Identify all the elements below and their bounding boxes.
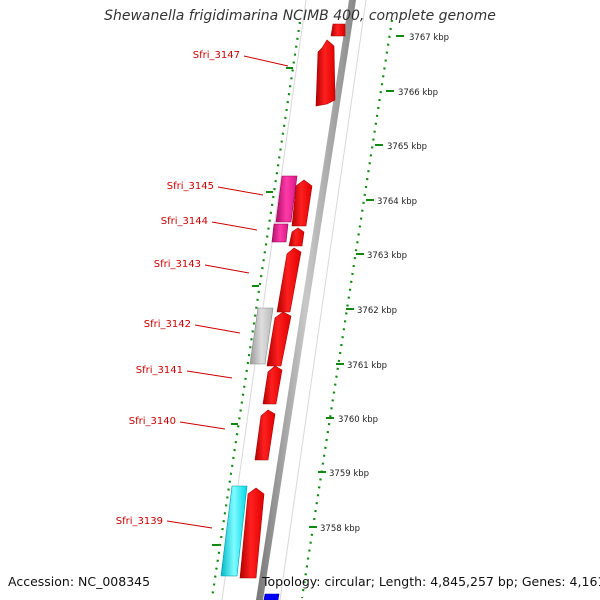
gene-arrow-sfri-3145[interactable] — [291, 179, 313, 227]
gene-label-sfri-3142: Sfri_3142 — [144, 319, 191, 330]
gene-arrow-sfri-3142-forward[interactable] — [266, 311, 292, 367]
leader-line-sfri-3141 — [186, 370, 233, 379]
label-leader-lines — [166, 55, 289, 529]
tick-label-3758: 3758 kbp — [320, 524, 360, 534]
scale-tick-labels: 3767 kbp 3766 kbp 3765 kbp 3764 kbp 3763… — [320, 33, 449, 534]
leader-line-sfri-3145 — [217, 186, 264, 196]
gene-label-sfri-3141: Sfri_3141 — [136, 365, 183, 376]
gene-arrow-top-partial[interactable] — [330, 23, 346, 37]
gene-label-sfri-3144: Sfri_3144 — [161, 216, 208, 227]
gene-label-sfri-3147: Sfri_3147 — [193, 50, 240, 61]
leader-line-sfri-3147 — [243, 55, 289, 67]
gene-box-magenta-large[interactable] — [275, 175, 298, 223]
gene-box-gray[interactable] — [249, 307, 274, 365]
gene-label-sfri-3139: Sfri_3139 — [116, 516, 163, 527]
tick-label-3765: 3765 kbp — [387, 142, 427, 152]
gene-arrow-sfri-3140[interactable] — [254, 409, 276, 461]
gene-arrow-sfri-3143[interactable] — [276, 247, 302, 313]
gene-label-sfri-3140: Sfri_3140 — [129, 416, 176, 427]
leader-line-sfri-3143 — [204, 264, 250, 274]
gene-arrow-sfri-3141[interactable] — [262, 365, 283, 405]
gene-arrow-sfri-3147[interactable] — [315, 39, 336, 107]
dotted-track-layer — [210, 19, 394, 599]
backbone-strand — [256, 0, 356, 600]
gene-labels: Sfri_3147 Sfri_3145 Sfri_3144 Sfri_3143 … — [116, 50, 240, 527]
scale-ticks — [212, 35, 404, 546]
tick-label-3763: 3763 kbp — [367, 251, 407, 261]
tick-label-3766: 3766 kbp — [398, 88, 438, 98]
dotted-track-inner — [300, 19, 394, 599]
reverse-genes — [220, 175, 298, 600]
tick-label-3759: 3759 kbp — [329, 469, 369, 479]
gene-track-right-border — [279, 0, 367, 600]
gene-box-magenta-small[interactable] — [271, 223, 289, 243]
tick-label-3764: 3764 kbp — [377, 197, 417, 207]
forward-genes — [239, 23, 346, 579]
leader-line-sfri-3139 — [166, 520, 213, 529]
leader-line-sfri-3140 — [179, 421, 226, 430]
gene-box-cyan[interactable] — [220, 485, 248, 577]
gene-arrow-sfri-3144[interactable] — [288, 227, 305, 247]
gene-arrow-sfri-3139[interactable] — [239, 487, 265, 579]
gene-label-sfri-3145: Sfri_3145 — [167, 181, 214, 192]
topology-label: Topology: circular; Length: 4,845,257 bp… — [262, 574, 600, 589]
accession-label: Accession: NC_008345 — [8, 574, 151, 589]
dotted-track-outer — [210, 21, 302, 599]
gene-box-blue-partial[interactable] — [263, 593, 280, 600]
tick-label-3760: 3760 kbp — [338, 415, 378, 425]
tick-label-3762: 3762 kbp — [357, 306, 397, 316]
leader-line-sfri-3142 — [194, 324, 241, 334]
tick-label-3761: 3761 kbp — [347, 361, 387, 371]
map-title: Shewanella frigidimarina NCIMB 400, comp… — [104, 8, 496, 24]
leader-line-sfri-3144 — [211, 221, 258, 231]
gene-label-sfri-3143: Sfri_3143 — [154, 259, 201, 270]
tick-label-3767: 3767 kbp — [409, 33, 449, 43]
